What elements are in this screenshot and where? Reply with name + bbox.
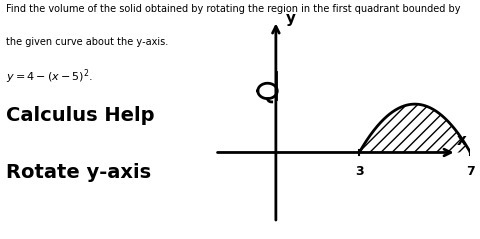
Text: Rotate y-axis: Rotate y-axis [6,163,151,181]
Text: Find the volume of the solid obtained by rotating the region in the first quadra: Find the volume of the solid obtained by… [6,4,460,14]
Text: $y = 4 - (x - 5)^2.$: $y = 4 - (x - 5)^2.$ [6,67,93,86]
Text: y: y [286,11,296,26]
Text: Calculus Help: Calculus Help [6,106,154,125]
Text: x: x [457,133,467,148]
Text: the given curve about the y‑axis.: the given curve about the y‑axis. [6,37,168,47]
Text: 7: 7 [466,165,475,178]
Text: 3: 3 [355,165,363,178]
